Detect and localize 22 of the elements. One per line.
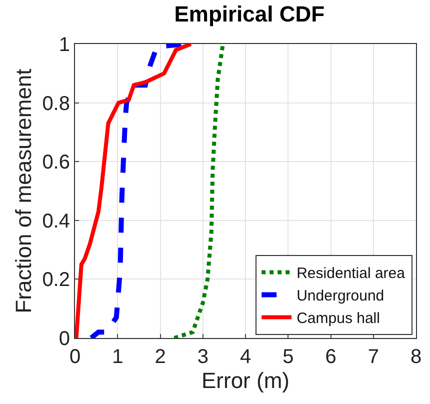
- line-series: [75, 44, 193, 338]
- legend-label: Residential area: [296, 265, 406, 282]
- x-tick-label: 5: [282, 346, 294, 368]
- x-tick-label: 6: [325, 346, 336, 368]
- x-tick-label: 7: [368, 346, 379, 368]
- x-tick-label: 1: [112, 346, 124, 368]
- y-tick-label: 0: [58, 328, 70, 350]
- y-tick-label: 0.2: [42, 269, 70, 292]
- x-tick-label: 4: [240, 346, 252, 368]
- line-series: [172, 44, 225, 338]
- chart-title: Empirical CDF: [174, 1, 325, 26]
- y-axis-title: Fraction of measurement: [10, 68, 36, 314]
- y-tick-label: 0.8: [42, 92, 70, 115]
- x-tick-label: 3: [197, 346, 208, 368]
- legend-label: Campus hall: [296, 310, 380, 328]
- x-axis-title: Error (m): [202, 368, 290, 393]
- y-tick-label: 0.6: [42, 152, 70, 174]
- y-tick-label: 1: [58, 34, 70, 56]
- legend-label: Underground: [296, 288, 384, 305]
- x-tick-label: 8: [410, 346, 422, 368]
- x-tick-label: 2: [154, 346, 166, 368]
- y-tick-label: 0.4: [42, 210, 70, 232]
